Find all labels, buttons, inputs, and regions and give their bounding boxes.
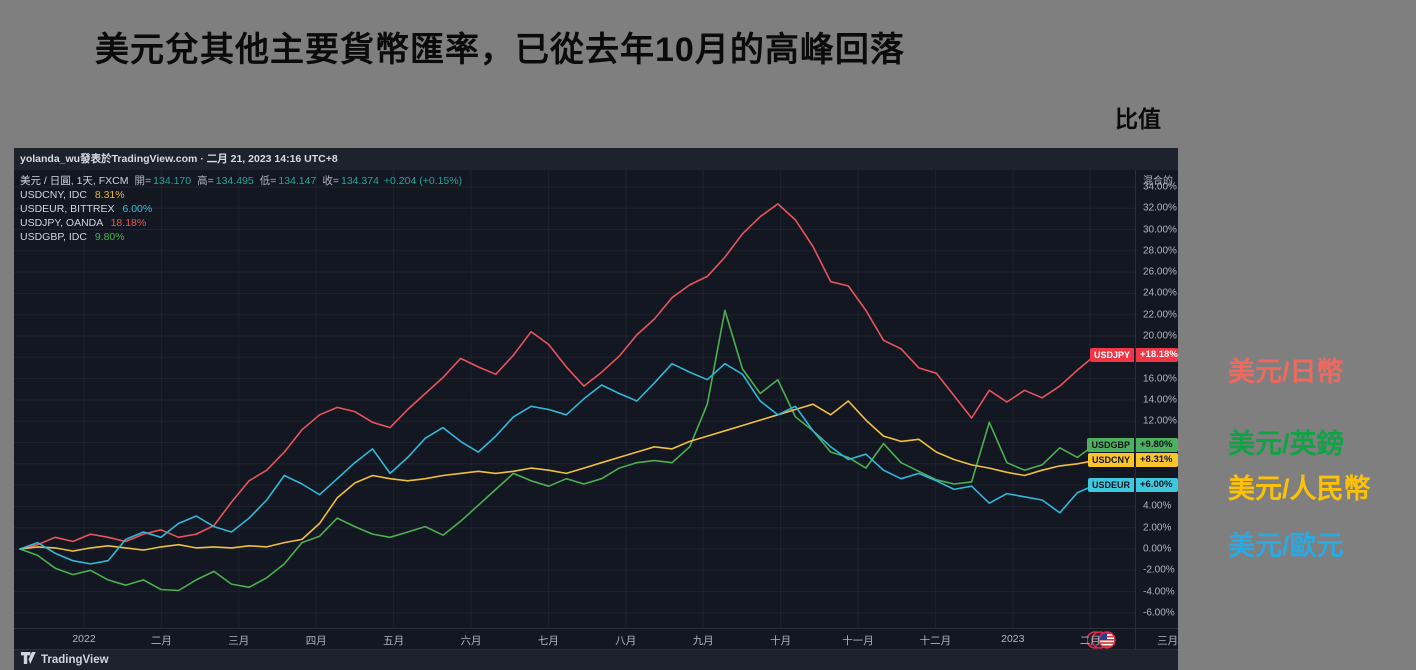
badge-symbol: USDGBP [1087, 437, 1134, 452]
ohlc-value: 134.147 [278, 175, 317, 187]
label-usd-eur: 美元/歐元 [1228, 531, 1344, 561]
chart-attribution: yolanda_wu發表於TradingView.com · 二月 21, 20… [14, 148, 1178, 170]
series-line-usdeur [19, 362, 1096, 565]
badge-symbol: USDJPY [1089, 348, 1134, 363]
x-tick: 十二月 [919, 635, 952, 647]
badge-value: +6.00% [1135, 478, 1178, 493]
x-tick: 十一月 [842, 635, 874, 647]
y-tick: -6.00% [1143, 607, 1175, 619]
legend-main-row: 美元 / 日圓, 1天, FXCM 開= 134.170 高= 134.495 低= 134… [20, 174, 462, 188]
badge-value: +9.80% [1135, 437, 1178, 452]
y-tick: 34.00% [1143, 181, 1177, 193]
plot-svg[interactable] [14, 170, 1178, 628]
y-tick: 0.00% [1143, 543, 1172, 555]
indicator-value: 18.18% [110, 217, 147, 229]
y-tick: 16.00% [1143, 373, 1177, 385]
y-tick: 28.00% [1143, 245, 1177, 257]
tradingview-chart: yolanda_wu發表於TradingView.com · 二月 21, 20… [14, 148, 1178, 670]
indicator-name: USDEUR, BITTREX [20, 203, 118, 215]
y-axis-separator [1135, 170, 1136, 628]
legend-ohlc: 開= 134.170 高= 134.495 低= 134.147 收= 134.374 [129, 175, 379, 187]
x-tick: 2022 [72, 633, 96, 645]
series-line-usdjpy [19, 203, 1096, 550]
ohlc-label: 開= [134, 175, 152, 187]
indicator-value: 9.80% [94, 231, 125, 243]
y-tick: -2.00% [1143, 564, 1175, 576]
axis-unit-label: 比值 [1115, 106, 1161, 132]
indicator-name: USDGBP, IDC [20, 231, 90, 243]
ohlc-value: 134.495 [215, 175, 254, 187]
chart-footer: TradingView [14, 649, 1178, 670]
x-tick: 二月 [1079, 635, 1101, 647]
badge-symbol: USDEUR [1087, 478, 1134, 493]
y-tick: 32.00% [1143, 202, 1177, 214]
price-badge-usdeur: USDEUR +6.00% [1087, 478, 1178, 493]
label-usd-jpy: 美元/日幣 [1228, 357, 1344, 387]
legend-indicator-row: USDCNY, IDC 8.31% [20, 188, 462, 202]
y-tick: 24.00% [1143, 287, 1177, 299]
legend-change: +0.204 (+0.15%) [383, 175, 463, 187]
x-tick: 三月 [228, 635, 250, 647]
y-tick: 12.00% [1143, 415, 1177, 427]
attribution-text: yolanda_wu發表於TradingView.com · 二月 21, 20… [20, 153, 338, 165]
label-usd-cny: 美元/人民幣 [1228, 474, 1371, 504]
y-tick: 30.00% [1143, 224, 1177, 235]
x-axis[interactable]: 2022 二月 三月 四月 五月 六月 七月 八月 九月 十月 十一月 十二月 2023 二月 三月 [14, 628, 1178, 649]
x-tick: 六月 [460, 635, 482, 647]
indicator-name: USDCNY, IDC [20, 189, 90, 201]
indicator-name: USDJPY, OANDA [20, 217, 106, 229]
badge-symbol: USDCNY [1087, 453, 1134, 468]
price-badge-usdcny: USDCNY +8.31% [1087, 453, 1178, 468]
currency-flags-icon [1086, 630, 1117, 655]
y-tick: 26.00% [1143, 266, 1177, 278]
y-axis[interactable]: 混合的 34.00% 32.00% 30.00% 28.00% 26.00% 24.00%… [1135, 170, 1178, 628]
ohlc-label: 低= [259, 175, 277, 187]
ohlc-label: 收= [322, 175, 339, 187]
ohlc-label: 高= [197, 175, 214, 187]
chart-plot-area[interactable]: 混合的 34.00% 32.00% 30.00% 28.00% 26.00% 24.00%… [14, 170, 1178, 649]
label-usd-gbp: 美元/英鎊 [1228, 429, 1344, 459]
scale-mode-label: 混合的 [1143, 176, 1173, 187]
y-tick: -4.00% [1143, 586, 1175, 598]
legend-indicator-row: USDJPY, OANDA 18.18% [20, 216, 462, 230]
x-tick: 三月 [1157, 635, 1178, 647]
indicator-value: 8.31% [94, 189, 125, 201]
price-badge-usdgbp: USDGBP +9.80% [1087, 437, 1178, 452]
legend-indicator-row: USDGBP, IDC 9.80% [20, 230, 462, 244]
x-tick: 五月 [383, 635, 405, 647]
price-badge-usdjpy: USDJPY +18.18% [1089, 348, 1178, 363]
page-title: 美元兌其他主要貨幣匯率，已從去年10月的高峰回落 [95, 31, 905, 69]
y-tick: 22.00% [1143, 309, 1177, 321]
x-tick: 二月 [150, 635, 172, 647]
y-tick: 4.00% [1143, 500, 1172, 512]
series-line-usdcny [19, 400, 1096, 552]
legend-indicators: USDCNY, IDC 8.31% USDEUR, BITTREX 6.00% US… [20, 188, 462, 244]
tradingview-brand[interactable]: TradingView [41, 654, 109, 666]
indicator-value: 6.00% [122, 203, 153, 215]
y-tick: 14.00% [1143, 394, 1177, 406]
x-tick: 2023 [1001, 633, 1025, 645]
legend-symbol: 美元 / 日圓, 1天, FXCM [20, 175, 129, 187]
series-line-usdgbp [19, 309, 1096, 592]
tradingview-logo-icon[interactable] [21, 651, 36, 669]
y-tick: 20.00% [1143, 330, 1177, 342]
x-tick: 七月 [537, 635, 559, 647]
badge-value: +18.18% [1135, 348, 1178, 363]
x-tick: 九月 [692, 635, 714, 647]
x-tick: 十月 [770, 635, 792, 647]
chart-legend: 美元 / 日圓, 1天, FXCM 開= 134.170 高= 134.495 低= 134… [20, 174, 462, 244]
y-tick: 2.00% [1143, 522, 1172, 534]
legend-indicator-row: USDEUR, BITTREX 6.00% [20, 202, 462, 216]
axis-corner-separator [1135, 629, 1136, 649]
badge-value: +8.31% [1135, 453, 1178, 468]
ohlc-value: 134.374 [340, 175, 379, 187]
x-tick: 八月 [615, 635, 637, 647]
ohlc-value: 134.170 [153, 175, 192, 187]
x-tick: 四月 [305, 635, 327, 647]
